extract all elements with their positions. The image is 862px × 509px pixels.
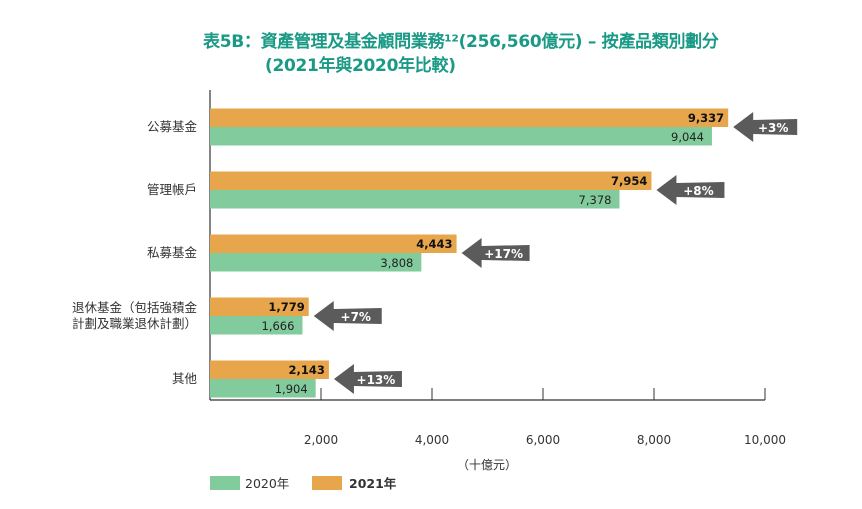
- growth-arrow-icon: [333, 364, 402, 394]
- x-tick-label: 8,000: [637, 433, 671, 447]
- x-tick-label: 2,000: [304, 433, 338, 447]
- bar-2020: [210, 190, 620, 209]
- bar-2020: [210, 379, 316, 398]
- bar-2020: [210, 316, 303, 335]
- chart-subtitle: (2021年與2020年比較): [265, 56, 456, 76]
- legend-swatch-2021: [312, 476, 342, 490]
- growth-percent-label: +3%: [758, 121, 788, 135]
- bar-2021: [210, 234, 457, 253]
- growth-arrow-icon: [733, 112, 798, 142]
- bar-2021-value-label: 7,954: [611, 174, 647, 188]
- chart-title-line1: 表5B：資產管理及基金顧問業務¹²(256,560億元) – 按產品類別劃分: [203, 32, 719, 52]
- growth-arrow-icon: [313, 301, 382, 331]
- bar-2021-value-label: 4,443: [416, 237, 452, 251]
- bar-2020-value-label: 9,044: [671, 130, 704, 144]
- bar-2021: [210, 297, 309, 316]
- category-label: 公募基金: [147, 119, 198, 134]
- chart-title: 表5B：資產管理及基金顧問業務¹²(256,560億元) – 按產品類別劃分 (…: [203, 30, 719, 78]
- category-label: 私募基金: [147, 245, 198, 260]
- growth-percent-label: +8%: [683, 184, 713, 198]
- x-tick-label: 10,000: [744, 433, 786, 447]
- category-label: 計劃及職業退休計劃）: [72, 316, 197, 331]
- growth-percent-label: +13%: [357, 373, 396, 387]
- bar-2020-value-label: 1,666: [262, 319, 295, 333]
- bar-2021-value-label: 1,779: [268, 300, 304, 314]
- category-label: 退休基金（包括強積金: [72, 300, 198, 315]
- bar-2020: [210, 253, 422, 272]
- bar-2021-value-label: 2,143: [289, 363, 325, 377]
- bar-2020-value-label: 7,378: [579, 193, 612, 207]
- bar-2021: [210, 360, 329, 379]
- legend-label-2021: 2021年: [349, 476, 397, 491]
- bar-2020-value-label: 1,904: [275, 382, 308, 396]
- x-axis-label: （十億元）: [457, 458, 517, 472]
- x-tick-label: 4,000: [415, 433, 449, 447]
- bar-2020-value-label: 3,808: [380, 256, 413, 270]
- growth-arrow-icon: [656, 175, 725, 205]
- category-label: 其他: [172, 371, 198, 386]
- bar-2021: [210, 108, 729, 127]
- growth-arrow-icon: [461, 238, 530, 268]
- category-label: 管理帳戶: [147, 182, 197, 197]
- growth-percent-label: +17%: [484, 247, 523, 261]
- bar-2020: [210, 127, 712, 146]
- bar-2021-value-label: 9,337: [688, 111, 724, 125]
- growth-percent-label: +7%: [341, 310, 371, 324]
- legend-swatch-2020: [210, 476, 240, 490]
- legend-label-2020: 2020年: [245, 476, 289, 491]
- x-tick-label: 6,000: [526, 433, 560, 447]
- bar-2021: [210, 171, 652, 190]
